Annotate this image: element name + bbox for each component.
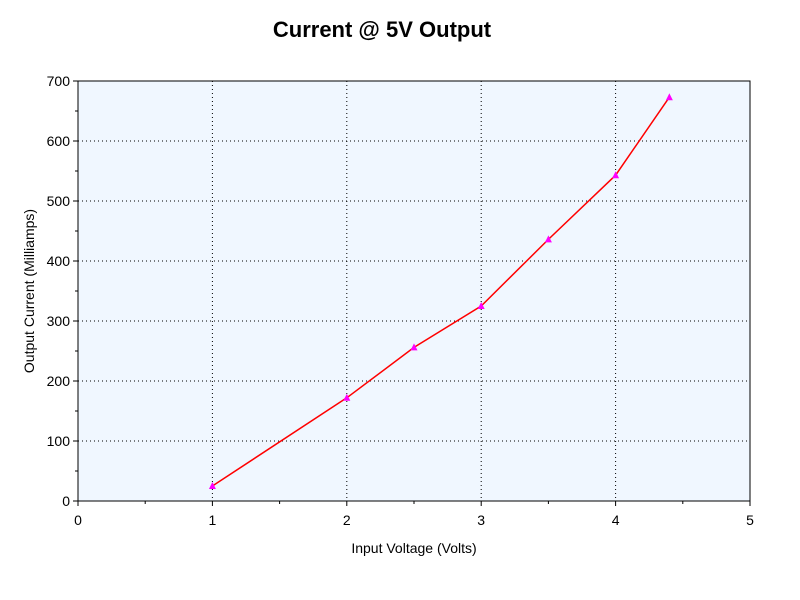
data-point-marker (410, 343, 418, 351)
y-tick-label: 400 (47, 253, 71, 269)
y-tick-label: 500 (47, 193, 71, 209)
chart-title: Current @ 5V Output (273, 17, 492, 42)
y-tick-label: 300 (47, 313, 71, 329)
x-tick-label: 2 (343, 512, 351, 528)
x-tick-label: 0 (74, 512, 82, 528)
x-axis-label: Input Voltage (Volts) (351, 540, 476, 556)
data-point-marker (665, 93, 673, 101)
y-tick-label: 0 (62, 493, 70, 509)
y-axis-label: Output Current (Milliamps) (21, 209, 37, 373)
plot-area (77, 80, 751, 502)
x-axis: 0 1 2 3 4 5 (74, 501, 754, 528)
x-tick-label: 5 (746, 512, 754, 528)
x-tick-label: 1 (209, 512, 217, 528)
grid (78, 81, 750, 501)
data-point-marker (343, 393, 351, 401)
x-tick-label: 3 (477, 512, 485, 528)
y-tick-label: 600 (47, 133, 71, 149)
y-tick-label: 100 (47, 433, 71, 449)
y-axis: 0 100 200 300 400 500 600 700 (47, 73, 78, 509)
data-point-marker (208, 482, 216, 489)
y-tick-label: 200 (47, 373, 71, 389)
series (208, 93, 673, 489)
x-tick-label: 4 (612, 512, 620, 528)
y-tick-label: 700 (47, 73, 71, 89)
data-point-marker (612, 171, 620, 179)
data-point-marker (544, 235, 552, 243)
data-point-marker (477, 302, 485, 309)
